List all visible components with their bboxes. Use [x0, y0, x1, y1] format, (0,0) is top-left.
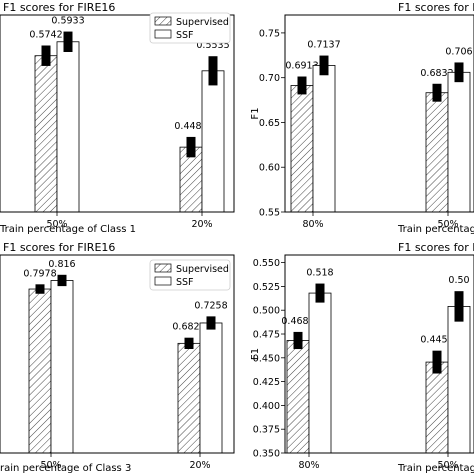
error-bar-supervised-2 [432, 83, 442, 102]
chart-title: F1 scores for FIRE16 [3, 1, 115, 14]
legend: Supervised SSF [149, 259, 231, 291]
bar-ssf-1 [308, 292, 332, 454]
chart-panel-2: F1 scores for F 0.6913 0.7137 80% 0.6832 0.70… [250, 1, 474, 235]
y-tick-label: 0.375 [253, 425, 280, 436]
x-tick-label: 20% [191, 219, 212, 230]
chart-panel-4: F1 scores for F 0.4682 0.518 80% 0.4455 0.50 5… [250, 241, 474, 474]
error-bar-ssf-1 [315, 283, 325, 303]
bar-supervised-1 [34, 55, 58, 213]
data-label: 0.7978 [23, 268, 56, 279]
data-label: 0.4455 [420, 335, 453, 346]
bar-supervised-2 [425, 361, 449, 454]
error-bar-supervised-2 [186, 136, 196, 158]
legend-swatch-ssf [154, 276, 172, 286]
y-axis-label: F1 [250, 348, 261, 360]
y-tick-label: 0.550 [253, 258, 280, 269]
data-label: 0.5535 [196, 40, 229, 51]
x-tick-label: 50% [46, 219, 67, 230]
x-tick-label: 80% [298, 460, 319, 471]
chart-title: F1 scores for FIRE16 [3, 241, 115, 254]
x-axis-label: Train percentage o [397, 463, 474, 474]
legend-swatch-ssf [154, 29, 172, 39]
error-bar-ssf-1 [319, 55, 329, 76]
x-axis-label: rain percentage of Class 3 [0, 463, 131, 474]
x-tick-label: 50% [437, 219, 458, 230]
legend: Supervised SSF [149, 12, 231, 44]
bar-supervised-2 [177, 342, 201, 454]
error-bar-supervised-1 [41, 45, 51, 66]
axes-frame [0, 254, 235, 454]
x-axis-label: Train percentage of [397, 224, 474, 235]
bar-ssf-2 [447, 306, 471, 454]
y-tick-label: 0.400 [253, 401, 280, 412]
error-bar-ssf-2 [454, 291, 464, 322]
data-label: 0.6832 [420, 68, 453, 79]
bar-supervised-2 [425, 92, 449, 213]
error-bar-ssf-2 [454, 62, 464, 83]
bar-ssf-2 [447, 71, 471, 213]
bar-supervised-1 [290, 85, 314, 213]
error-bar-supervised-2 [432, 350, 442, 374]
error-bar-ssf-1 [63, 31, 73, 52]
y-tick-label: 0.75 [259, 28, 280, 39]
data-label: 0.6826 [172, 322, 205, 333]
data-label: 0.5742 [29, 29, 62, 40]
data-label: 0.4682 [281, 316, 314, 327]
legend-label: Supervised [176, 264, 229, 275]
bar-ssf-1 [56, 41, 80, 213]
data-label: 0.6913 [285, 61, 318, 72]
y-tick-label: 0.55 [259, 208, 280, 219]
bar-ssf-1 [50, 280, 74, 454]
x-tick-label: 20% [189, 460, 210, 471]
legend-label: Supervised [176, 17, 229, 28]
axes-frame [284, 254, 474, 454]
y-tick-label: 0.65 [259, 118, 280, 129]
x-tick-label: 50% [437, 460, 458, 471]
y-tick-label: 0.450 [253, 353, 280, 364]
x-axis-label: Train percentage of Class 1 [0, 224, 136, 235]
y-tick-label: 0.425 [253, 377, 280, 388]
chart-panel-1: F1 scores for FIRE16 0.5742 0.5933 50% 0.448… [0, 1, 235, 235]
error-bar-ssf-2 [208, 56, 218, 86]
y-tick-label: 0.70 [259, 73, 280, 84]
y-tick-label: 0.60 [259, 163, 280, 174]
data-label: 0.7258 [194, 300, 227, 311]
bar-supervised-1 [286, 340, 310, 454]
bar-ssf-2 [199, 322, 223, 454]
bar-ssf-1 [312, 65, 336, 213]
y-tick-label: 0.525 [253, 282, 280, 293]
error-bar-supervised-1 [297, 76, 307, 95]
data-label: 0.7137 [307, 40, 340, 51]
x-tick-label: 80% [302, 219, 323, 230]
bar-supervised-1 [28, 288, 52, 454]
y-tick-label: 0.475 [253, 330, 280, 341]
chart-title: F1 scores for F [398, 241, 474, 254]
axes-frame [284, 14, 474, 213]
data-label: 0.5933 [51, 16, 84, 27]
data-label: 0.706 [445, 46, 472, 57]
error-bar-supervised-2 [184, 337, 194, 350]
error-bar-supervised-1 [35, 284, 45, 294]
y-tick-label: 0.500 [253, 306, 280, 317]
error-bar-supervised-1 [293, 331, 303, 350]
axes-frame [0, 14, 235, 213]
legend-swatch-supervised [154, 263, 172, 273]
data-label: 0.50 [448, 275, 469, 286]
data-label: 0.816 [48, 259, 75, 270]
legend-label: SSF [176, 30, 194, 41]
x-tick-label: 50% [40, 460, 61, 471]
legend-swatch-supervised [154, 16, 172, 26]
legend-label: SSF [176, 277, 194, 288]
y-tick-label: 0.350 [253, 449, 280, 460]
error-bar-ssf-1 [57, 274, 67, 287]
data-label: 0.518 [306, 268, 333, 279]
bar-ssf-2 [201, 70, 225, 213]
y-axis-label: F1 [250, 107, 261, 119]
chart-title: F1 scores for F [398, 1, 474, 14]
error-bar-ssf-2 [206, 316, 216, 330]
data-label: 0.4489 [174, 121, 207, 132]
